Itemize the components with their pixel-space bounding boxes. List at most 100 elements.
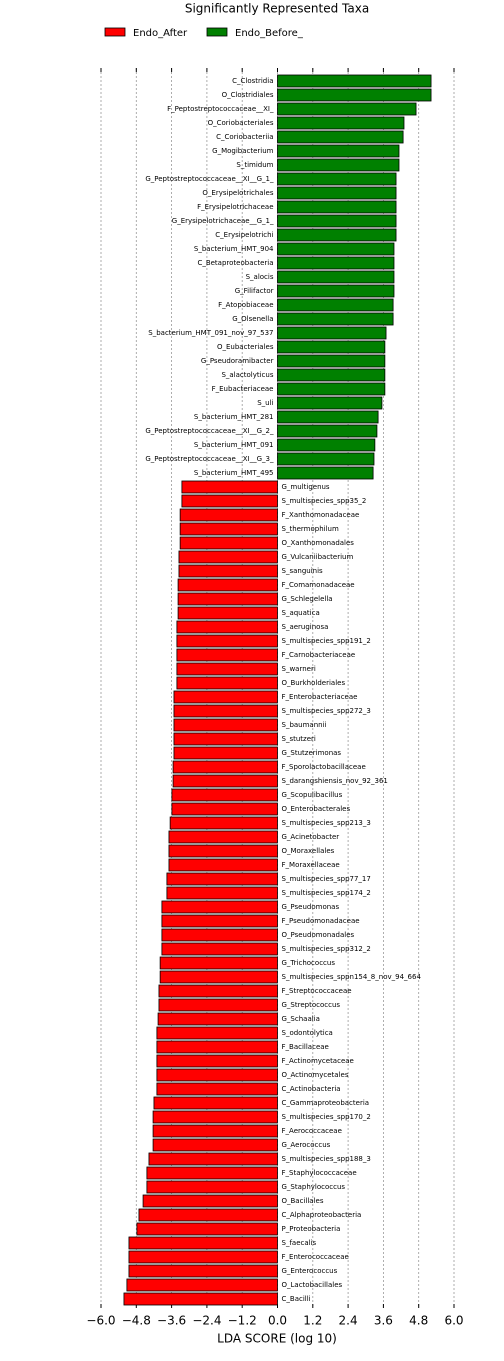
bar [277, 242, 395, 256]
category-label: S_bacterium_HMT_091_nov_97_537 [148, 329, 273, 337]
bar [168, 830, 278, 844]
bar [277, 88, 432, 102]
bar [138, 1208, 278, 1222]
bar [128, 1250, 278, 1264]
bar [277, 270, 395, 284]
bar [176, 620, 278, 634]
category-label: S_multispecies_spp174_2 [282, 889, 371, 897]
category-label: S_multispecies_spp77_17 [282, 875, 371, 883]
category-label: G_Trichococcus [282, 959, 336, 967]
bar [161, 928, 278, 942]
category-label: S_uli [257, 399, 273, 407]
category-label: O_Pseudomonadales [282, 931, 355, 939]
legend-swatch [104, 27, 126, 37]
bar [277, 158, 400, 172]
category-label: S_bacterium_HMT_495 [194, 469, 274, 477]
bar [277, 228, 397, 242]
category-label: S_alactolyticus [221, 371, 273, 379]
bar [173, 704, 278, 718]
category-label: S_aeruginosa [282, 623, 329, 631]
category-label: F_Peptostreptococcaceae__XI_ [167, 105, 274, 113]
category-label: C_Actinobacteria [282, 1085, 341, 1093]
category-label: S_baumannii [282, 721, 327, 729]
bar [277, 438, 376, 452]
category-label: G_Peptostreptococcaceae__XI__G_2_ [145, 427, 274, 435]
bar [181, 494, 278, 508]
category-label: F_Actinomycetaceae [282, 1057, 354, 1065]
bar [126, 1278, 278, 1292]
bar [156, 1068, 278, 1082]
bar [171, 802, 278, 816]
category-label: S_darangshiensis_nov_92_361 [282, 777, 388, 785]
bar [128, 1236, 278, 1250]
category-label: S_faecalis [282, 1239, 317, 1247]
bar [176, 662, 278, 676]
legend-label: Endo_Before_ [235, 28, 304, 39]
legend-label: Endo_After [133, 28, 188, 39]
bar [173, 746, 278, 760]
bar [128, 1264, 278, 1278]
chart-title: Significantly Represented Taxa [185, 2, 369, 16]
bar [277, 410, 379, 424]
bar [277, 382, 386, 396]
bar [179, 522, 278, 536]
x-tick-label: −3.6 [157, 1314, 186, 1328]
category-label: S_multispecies_spp170_2 [282, 1113, 371, 1121]
bar [142, 1194, 278, 1208]
bar [178, 550, 278, 564]
x-tick-label: −4.8 [122, 1314, 151, 1328]
category-label: G_Schlegelella [282, 595, 333, 603]
bar [172, 774, 278, 788]
bar [277, 74, 432, 88]
category-label: C_Coriobacteriia [216, 133, 273, 141]
category-label: G_Pseudoramibacter [201, 357, 274, 365]
category-label: F_Sporolactobacillaceae [282, 763, 366, 771]
bar [157, 1012, 278, 1026]
category-label: G_multigenus [282, 483, 330, 491]
bar [152, 1110, 278, 1124]
category-label: F_Atopobiaceae [218, 301, 273, 309]
bar [152, 1124, 278, 1138]
category-label: S_odontolytica [282, 1029, 333, 1037]
category-label: S_multispecies_spp312_2 [282, 945, 371, 953]
bar [161, 942, 278, 956]
bar [161, 914, 278, 928]
category-label: G_Streptococcus [282, 1001, 341, 1009]
bar [166, 886, 278, 900]
bar [177, 606, 278, 620]
category-label: O_Clostridiales [222, 91, 274, 99]
bar [159, 956, 278, 970]
bar [277, 214, 397, 228]
category-label: G_Mogibacterium [212, 147, 274, 155]
category-label: S_stutzeri [282, 735, 316, 743]
x-tick-label: 6.0 [444, 1314, 463, 1328]
bar [153, 1096, 278, 1110]
bar [277, 452, 375, 466]
bar [277, 326, 387, 340]
category-label: S_multispecies_spp213_3 [282, 819, 371, 827]
category-label: S_alocis [246, 273, 274, 281]
bar [156, 1040, 278, 1054]
category-label: S_multispecies_spp35_2 [282, 497, 367, 505]
bar [277, 396, 383, 410]
bar [177, 592, 278, 606]
category-label: O_Enterobacterales [282, 805, 351, 813]
category-label: G_Vulcaniibacterium [282, 553, 354, 561]
category-label: G_Olsenella [232, 315, 273, 323]
category-label: C_Betaproteobacteria [197, 259, 273, 267]
category-label: S_bacterium_HMT_904 [194, 245, 274, 253]
category-label: G_Peptostreptococcaceae__XI__G_3_ [145, 455, 274, 463]
bar [168, 844, 278, 858]
category-label: S_thermophilum [282, 525, 339, 533]
category-label: O_Xanthomonadales [282, 539, 355, 547]
bar [169, 816, 278, 830]
category-label: G_Erysipelotrichaceae__G_1_ [172, 217, 274, 225]
bar [158, 984, 278, 998]
x-tick-label: 1.2 [303, 1314, 322, 1328]
category-label: O_Moraxellales [282, 847, 335, 855]
category-label: G_Aerococcus [282, 1141, 331, 1149]
bar [166, 872, 278, 886]
category-label: S_multispecies_spp191_2 [282, 637, 371, 645]
category-label: O_Actinomycetales [282, 1071, 349, 1079]
